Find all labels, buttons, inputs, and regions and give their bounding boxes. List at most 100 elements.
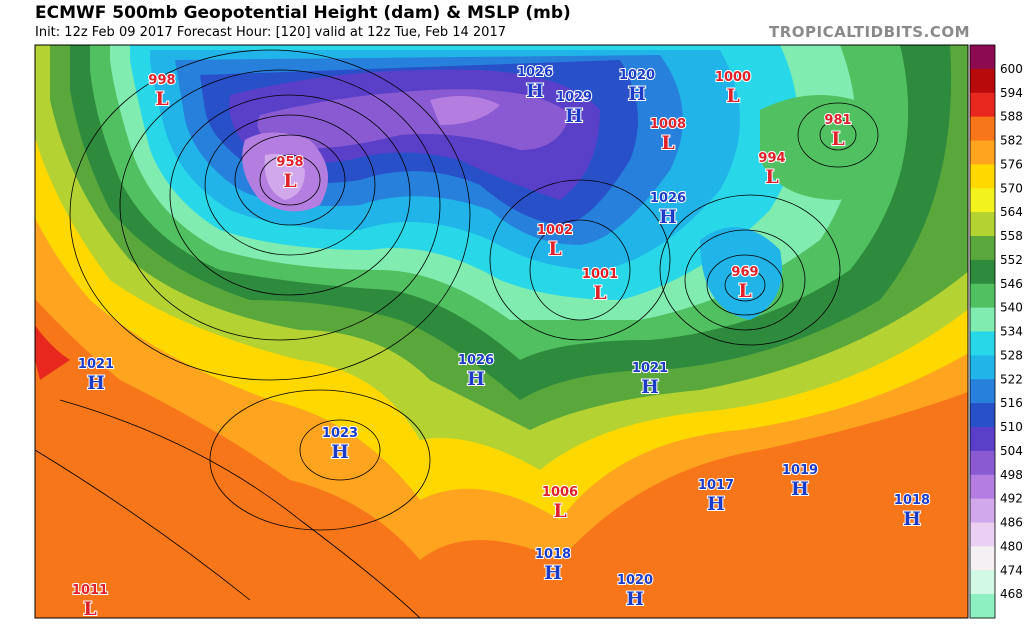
- colorbar-label: 522: [1000, 372, 1023, 386]
- colorbar-swatch: [970, 188, 995, 213]
- center-letter: H: [87, 372, 105, 394]
- center-pressure: 1018: [894, 493, 930, 508]
- center-letter: L: [765, 166, 778, 188]
- center-pressure: 994: [758, 151, 785, 166]
- colorbar-swatch: [970, 45, 995, 70]
- center-letter: L: [83, 598, 96, 620]
- colorbar-label: 468: [1000, 587, 1023, 601]
- center-pressure: 1019: [782, 463, 818, 478]
- center-pressure: 1017: [698, 478, 734, 493]
- colorbar-swatch: [970, 164, 995, 189]
- colorbar-swatch: [970, 212, 995, 237]
- colorbar-label: 510: [1000, 420, 1023, 434]
- center-pressure: 998: [148, 73, 175, 88]
- center-letter: H: [707, 493, 725, 515]
- center-pressure: 969: [731, 265, 758, 280]
- center-letter: H: [659, 206, 677, 228]
- colorbar-label: 570: [1000, 181, 1023, 195]
- height-field: [35, 45, 968, 618]
- colorbar-label: 564: [1000, 205, 1023, 219]
- center-pressure: 1020: [619, 68, 655, 83]
- title: ECMWF 500mb Geopotential Height (dam) & …: [35, 3, 571, 23]
- colorbar-label: 546: [1000, 277, 1023, 291]
- colorbar-swatch: [970, 307, 995, 332]
- center-letter: L: [831, 128, 844, 150]
- center-letter: H: [331, 441, 349, 463]
- colorbar-swatch: [970, 259, 995, 285]
- center-pressure: 1018: [535, 547, 571, 562]
- center-letter: L: [593, 282, 606, 304]
- colorbar-label: 540: [1000, 301, 1023, 315]
- center-letter: H: [526, 80, 544, 102]
- colorbar-label: 504: [1000, 444, 1023, 458]
- center-letter: H: [791, 478, 809, 500]
- colorbar-label: 474: [1000, 563, 1023, 577]
- center-pressure: 1011: [72, 583, 108, 598]
- colorbar-label: 486: [1000, 516, 1023, 530]
- colorbar-swatch: [970, 522, 995, 547]
- center-letter: L: [553, 500, 566, 522]
- center-letter: H: [626, 588, 644, 610]
- center-letter: L: [283, 170, 296, 192]
- colorbar-label: 480: [1000, 539, 1023, 553]
- colorbar-swatch: [970, 331, 995, 356]
- center-letter: L: [726, 85, 739, 107]
- colorbar-label: 516: [1000, 396, 1023, 410]
- center-pressure: 1026: [458, 353, 494, 368]
- isobars: [35, 49, 879, 618]
- colorbar-label: 600: [1000, 62, 1023, 76]
- center-pressure: 1021: [78, 357, 114, 372]
- colorbar-swatch: [970, 116, 995, 141]
- center-letter: H: [903, 508, 921, 530]
- colorbar-swatch: [970, 92, 995, 118]
- colorbar-label: 552: [1000, 253, 1023, 267]
- center-letter: L: [738, 280, 751, 302]
- center-pressure: 1020: [617, 573, 653, 588]
- colorbar-frame: [969, 44, 996, 619]
- colorbar-swatch: [970, 546, 995, 571]
- center-pressure: 1026: [517, 65, 553, 80]
- colorbar-label: 594: [1000, 86, 1023, 100]
- center-letter: H: [628, 83, 646, 105]
- colorbar-label: 576: [1000, 157, 1023, 171]
- colorbar-swatch: [970, 403, 995, 428]
- center-pressure: 981: [824, 113, 851, 128]
- colorbar-label: 492: [1000, 492, 1023, 506]
- center-pressure: 1008: [650, 117, 686, 132]
- center-letter: H: [565, 105, 583, 127]
- colorbar-swatch: [970, 379, 995, 404]
- colorbar-swatch: [970, 68, 995, 94]
- colorbar-swatch: [970, 474, 995, 500]
- source: TROPICALTIDBITS.COM: [769, 23, 970, 41]
- center-pressure: 1029: [556, 90, 592, 105]
- subtitle: Init: 12z Feb 09 2017 Forecast Hour: [12…: [35, 25, 506, 40]
- colorbar-label: 534: [1000, 325, 1023, 339]
- colorbar-label: 582: [1000, 134, 1023, 148]
- center-pressure: 1021: [632, 361, 668, 376]
- center-pressure: 1026: [650, 191, 686, 206]
- colorbar-swatch: [970, 427, 995, 452]
- center-pressure: 1006: [542, 485, 578, 500]
- map-frame: [34, 44, 969, 619]
- colorbar-label: 528: [1000, 348, 1023, 362]
- center-letter: L: [155, 88, 168, 110]
- colorbar-swatch: [970, 570, 995, 595]
- colorbar-label: 498: [1000, 468, 1023, 482]
- center-letter: L: [661, 132, 674, 154]
- colorbar-label: 558: [1000, 229, 1023, 243]
- colorbar-swatch: [970, 594, 995, 619]
- center-letter: L: [548, 238, 561, 260]
- colorbar-label: 588: [1000, 110, 1023, 124]
- colorbar-swatch: [970, 355, 995, 380]
- center-pressure: 1002: [537, 223, 573, 238]
- colorbar-swatch: [970, 498, 995, 523]
- center-letter: H: [467, 368, 485, 390]
- center-letter: H: [641, 376, 659, 398]
- center-pressure: 958: [276, 155, 303, 170]
- colorbar-swatch: [970, 450, 995, 476]
- center-letter: H: [544, 562, 562, 584]
- center-pressure: 1023: [322, 426, 358, 441]
- center-pressure: 1001: [582, 267, 618, 282]
